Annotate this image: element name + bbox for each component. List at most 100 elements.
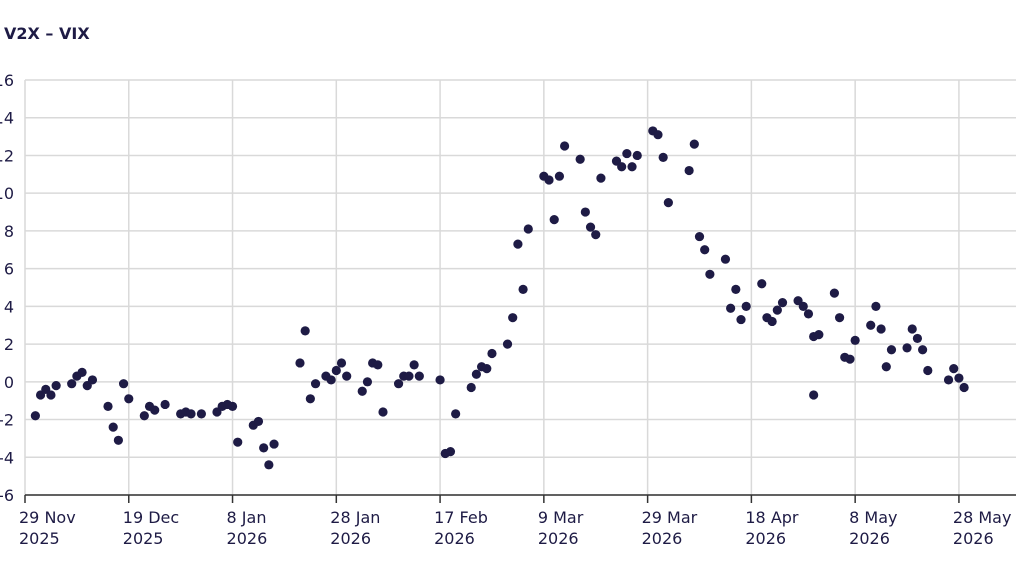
- data-point: [87, 375, 98, 385]
- data-point: [264, 460, 274, 470]
- data-point: [77, 367, 87, 377]
- y-tick-label: 16: [0, 71, 14, 90]
- data-point: [300, 326, 310, 336]
- data-point: [269, 439, 279, 449]
- y-tick-label: -4: [0, 448, 14, 467]
- data-point: [959, 382, 969, 393]
- data-point: [414, 371, 424, 381]
- data-point: [943, 375, 954, 385]
- data-point: [731, 284, 741, 294]
- data-point: [575, 154, 585, 164]
- x-tick-year-label: 2026: [745, 529, 786, 548]
- data-point: [544, 175, 554, 185]
- data-point: [362, 377, 373, 387]
- x-tick-year-label: 2026: [642, 529, 683, 548]
- data-point: [798, 301, 808, 311]
- data-point: [554, 171, 565, 181]
- x-tick-label: 29 Nov: [19, 508, 76, 527]
- data-point: [518, 284, 528, 294]
- chart-title: V2X – VIX: [4, 24, 90, 43]
- data-point: [902, 343, 912, 353]
- x-tick-label: 28 May: [953, 508, 1012, 527]
- y-tick-label: 2: [4, 335, 14, 354]
- data-point: [471, 369, 481, 379]
- data-point: [445, 447, 456, 457]
- x-tick-year-label: 2025: [123, 529, 164, 548]
- data-point: [487, 348, 497, 359]
- data-point: [295, 358, 305, 368]
- x-tick-year-label: 2026: [330, 529, 371, 548]
- data-point: [331, 365, 341, 376]
- data-point: [803, 309, 814, 319]
- data-point: [113, 435, 123, 445]
- data-point: [580, 207, 590, 217]
- x-axis: 29 Nov 2025 19 Dec 2025 8 Jan 2026 28 Jan 2026 1…: [19, 494, 1016, 548]
- data-point: [336, 358, 347, 368]
- data-point: [871, 301, 881, 311]
- data-point: [866, 320, 876, 330]
- data-point: [326, 375, 336, 385]
- data-point: [523, 224, 533, 234]
- data-point: [451, 409, 461, 419]
- data-point: [591, 230, 601, 240]
- data-point: [30, 411, 40, 421]
- data-point: [466, 382, 476, 393]
- data-point: [622, 148, 632, 159]
- data-point: [741, 301, 751, 311]
- data-point: [829, 288, 840, 298]
- x-tick-label: 18 Apr: [745, 508, 799, 527]
- data-point: [757, 279, 767, 289]
- data-point: [585, 222, 596, 232]
- x-tick-year-label: 2025: [19, 529, 60, 548]
- y-tick-label: 14: [0, 109, 14, 128]
- y-tick-label: 4: [4, 297, 14, 316]
- x-tick-label: 19 Dec: [123, 508, 179, 527]
- data-point: [689, 139, 699, 149]
- x-tick-year-label: 2026: [227, 529, 268, 548]
- y-tick-label: -6: [0, 486, 14, 505]
- data-point: [653, 130, 663, 140]
- y-tick-label: 6: [4, 260, 14, 279]
- data-point: [409, 360, 419, 370]
- data-point: [886, 345, 897, 355]
- data-point: [118, 379, 129, 389]
- data-point: [150, 405, 160, 415]
- x-tick-label: 28 Jan: [330, 508, 380, 527]
- data-point: [767, 316, 777, 327]
- data-point: [103, 401, 113, 411]
- data-point: [508, 313, 518, 323]
- y-tick-label: 0: [4, 373, 14, 392]
- data-point: [560, 141, 570, 151]
- data-point: [881, 362, 891, 372]
- x-tick-label: 8 Jan: [227, 508, 267, 527]
- y-axis: -6 -4 -2 0 2 4 6 8 10 12 14 16: [0, 71, 14, 505]
- data-point: [67, 379, 77, 389]
- data-point: [378, 407, 388, 417]
- data-point: [912, 333, 923, 344]
- data-point: [949, 364, 959, 374]
- grid-lines: [24, 79, 1016, 496]
- data-point: [736, 314, 746, 325]
- data-point: [777, 297, 788, 308]
- data-point: [482, 364, 492, 374]
- data-point: [357, 386, 367, 396]
- data-point: [720, 254, 731, 264]
- data-point: [108, 422, 118, 432]
- data-point: [772, 305, 782, 315]
- data-point: [726, 303, 736, 313]
- x-tick-label: 9 Mar: [538, 508, 584, 527]
- data-point: [809, 390, 819, 400]
- y-tick-label: 10: [0, 184, 14, 203]
- data-point: [227, 401, 238, 411]
- data-point: [845, 354, 855, 364]
- data-point: [124, 394, 134, 404]
- data-point: [694, 231, 705, 242]
- x-tick-year-label: 2026: [849, 529, 890, 548]
- data-point: [850, 335, 860, 345]
- data-point: [186, 409, 196, 419]
- data-point: [834, 313, 845, 323]
- data-point: [310, 379, 321, 389]
- data-point: [305, 394, 315, 404]
- data-point: [954, 373, 964, 383]
- y-tick-label: -2: [0, 411, 14, 430]
